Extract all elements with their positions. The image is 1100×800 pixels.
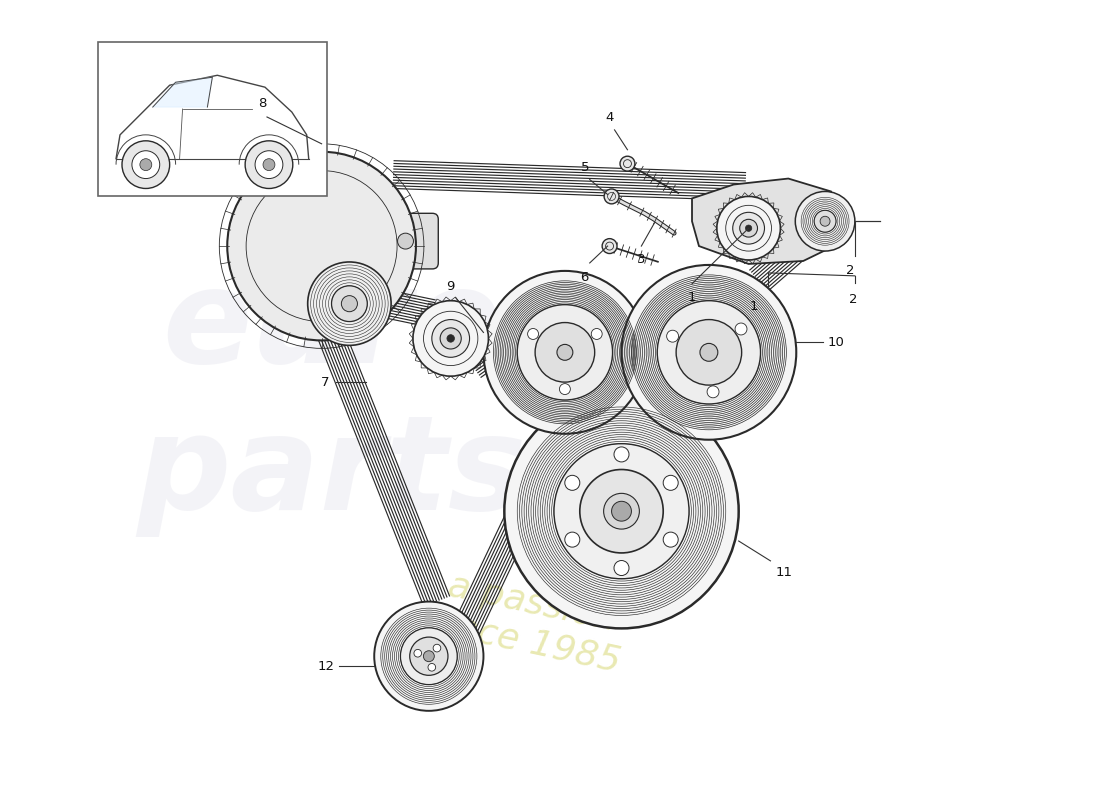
Circle shape <box>614 561 629 575</box>
Circle shape <box>517 305 613 400</box>
Text: 2: 2 <box>846 264 855 277</box>
Circle shape <box>255 150 283 178</box>
Circle shape <box>592 329 602 339</box>
Circle shape <box>564 475 580 490</box>
Text: 10: 10 <box>828 336 845 349</box>
Circle shape <box>341 296 358 312</box>
Text: 9: 9 <box>447 280 455 293</box>
Text: 4: 4 <box>605 111 614 124</box>
Text: 1: 1 <box>688 290 696 304</box>
Circle shape <box>560 384 571 394</box>
Text: 7: 7 <box>321 376 330 389</box>
Circle shape <box>308 262 392 346</box>
Circle shape <box>676 319 741 385</box>
Circle shape <box>414 650 421 657</box>
Text: 6: 6 <box>581 271 589 284</box>
Polygon shape <box>692 178 845 264</box>
Text: 12: 12 <box>318 660 334 673</box>
Circle shape <box>440 328 461 349</box>
Circle shape <box>484 271 647 434</box>
Circle shape <box>447 334 454 342</box>
Circle shape <box>735 323 747 335</box>
Circle shape <box>557 344 573 360</box>
Circle shape <box>663 475 679 490</box>
Circle shape <box>122 141 169 189</box>
Bar <box>98 42 327 197</box>
Circle shape <box>428 663 436 671</box>
Circle shape <box>614 447 629 462</box>
Circle shape <box>554 444 689 578</box>
Text: 3: 3 <box>637 253 646 266</box>
Circle shape <box>140 158 152 170</box>
Circle shape <box>663 532 679 547</box>
Circle shape <box>132 150 160 178</box>
Circle shape <box>620 156 635 171</box>
Circle shape <box>604 494 639 529</box>
Polygon shape <box>153 78 212 107</box>
Circle shape <box>580 470 663 553</box>
Circle shape <box>397 233 414 249</box>
Circle shape <box>432 319 470 358</box>
Circle shape <box>621 265 796 440</box>
Circle shape <box>374 602 484 711</box>
Circle shape <box>821 216 830 226</box>
Circle shape <box>245 141 293 189</box>
Text: 5: 5 <box>581 161 589 174</box>
Circle shape <box>535 322 595 382</box>
Text: euro
parts: euro parts <box>136 263 527 537</box>
Circle shape <box>612 502 631 521</box>
Circle shape <box>795 191 855 251</box>
Circle shape <box>746 225 751 231</box>
Text: 1: 1 <box>749 300 758 313</box>
Text: 8: 8 <box>257 97 266 110</box>
Circle shape <box>739 219 758 237</box>
Circle shape <box>433 644 441 652</box>
Circle shape <box>228 152 416 341</box>
Circle shape <box>700 343 718 362</box>
Circle shape <box>564 532 580 547</box>
FancyBboxPatch shape <box>382 214 438 269</box>
Circle shape <box>667 330 679 342</box>
Circle shape <box>424 650 434 662</box>
Text: 2: 2 <box>848 293 857 306</box>
Text: a passion
since 1985: a passion since 1985 <box>424 566 632 679</box>
Circle shape <box>400 628 458 685</box>
Circle shape <box>412 301 488 376</box>
Circle shape <box>528 329 539 339</box>
Circle shape <box>409 637 448 675</box>
Circle shape <box>733 212 764 244</box>
Circle shape <box>657 301 760 404</box>
Circle shape <box>604 189 619 204</box>
Circle shape <box>504 394 739 629</box>
Circle shape <box>717 197 780 260</box>
Text: 11: 11 <box>776 566 792 579</box>
Circle shape <box>263 158 275 170</box>
Circle shape <box>814 210 836 232</box>
Circle shape <box>602 238 617 254</box>
Circle shape <box>707 386 719 398</box>
Circle shape <box>331 286 367 322</box>
